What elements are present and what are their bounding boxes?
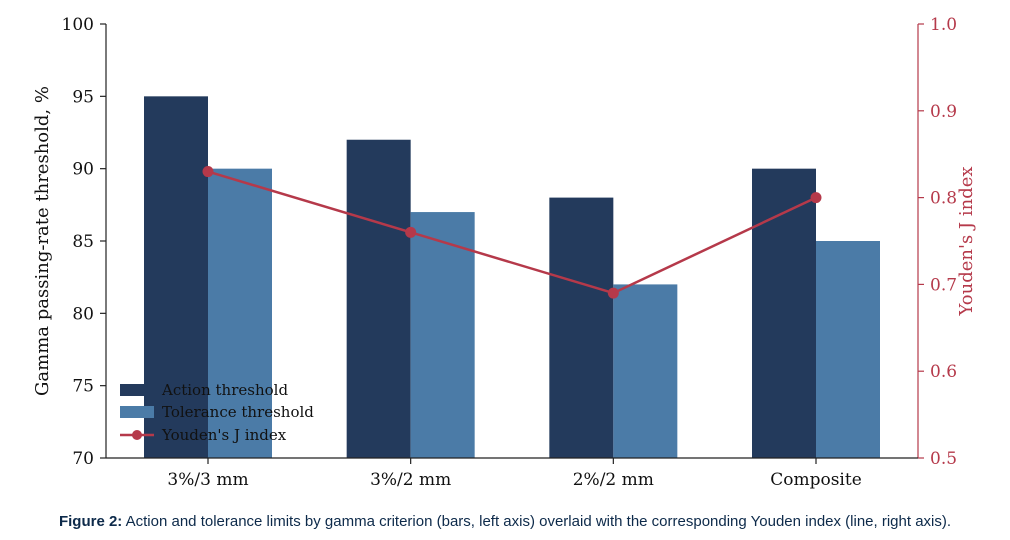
bar-action-0 bbox=[144, 96, 208, 458]
figure-caption-label: Figure 2: bbox=[58, 513, 123, 530]
left-tick-label: 75 bbox=[72, 377, 94, 397]
figure-caption: Figure 2: Action and tolerance limits by… bbox=[0, 513, 1010, 530]
right-axis-ticks: 0.5 0.6 0.7 0.8 0.9 1.0 bbox=[918, 15, 957, 469]
x-axis-ticks: 3%/3 mm 3%/2 mm 2%/2 mm Composite bbox=[167, 458, 862, 490]
bar-action-1 bbox=[346, 139, 411, 458]
right-tick-label: 1.0 bbox=[930, 15, 957, 35]
right-tick-label: 0.9 bbox=[930, 102, 957, 122]
left-tick-label: 100 bbox=[62, 15, 94, 35]
left-tick-label: 90 bbox=[72, 160, 94, 180]
left-tick-label: 95 bbox=[72, 87, 94, 107]
left-tick-label: 80 bbox=[72, 304, 94, 324]
youden-point-3 bbox=[810, 192, 822, 204]
left-axis-ticks: 70 75 80 85 90 95 100 bbox=[62, 15, 106, 469]
left-tick-label: 70 bbox=[72, 449, 94, 469]
bar-action-2 bbox=[549, 197, 614, 458]
legend-label-action: Action threshold bbox=[161, 381, 288, 399]
x-tick-label: 3%/2 mm bbox=[370, 470, 451, 490]
x-tick-label: 2%/2 mm bbox=[573, 470, 654, 490]
chart: 70 75 80 85 90 95 100 0.5 0.6 0.7 0.8 0.9 1.0 3%/3 … bbox=[32, 15, 977, 490]
tolerance-threshold-bars bbox=[208, 168, 880, 458]
youden-line-series bbox=[202, 166, 822, 299]
legend-label-youden: Youden's J index bbox=[161, 426, 287, 444]
bar-tolerance-0 bbox=[208, 168, 272, 458]
legend-swatch-youden-marker bbox=[132, 430, 142, 440]
bar-action-3 bbox=[752, 168, 816, 458]
right-tick-label: 0.8 bbox=[930, 189, 957, 209]
youden-point-2 bbox=[607, 287, 619, 299]
bar-tolerance-1 bbox=[410, 212, 475, 458]
youden-line bbox=[207, 170, 817, 295]
legend-label-tolerance: Tolerance threshold bbox=[162, 403, 314, 421]
y2-axis-title: Youden's J index bbox=[956, 166, 977, 316]
legend-swatch-action bbox=[120, 384, 154, 396]
legend-swatch-tolerance bbox=[120, 406, 154, 418]
youden-point-1 bbox=[405, 226, 417, 238]
legend: Action threshold Tolerance threshold You… bbox=[120, 381, 314, 444]
x-tick-label: Composite bbox=[770, 470, 862, 490]
x-tick-label: 3%/3 mm bbox=[167, 470, 248, 490]
action-threshold-bars bbox=[144, 96, 816, 458]
right-tick-label: 0.7 bbox=[930, 275, 957, 295]
right-tick-label: 0.5 bbox=[930, 449, 957, 469]
y-axis-title: Gamma passing-rate threshold, % bbox=[32, 86, 53, 396]
right-tick-label: 0.6 bbox=[930, 362, 957, 382]
left-tick-label: 85 bbox=[72, 232, 94, 252]
figure-caption-text: Action and tolerance limits by gamma cri… bbox=[122, 513, 952, 530]
bar-tolerance-2 bbox=[613, 284, 678, 458]
youden-point-0 bbox=[202, 166, 214, 178]
bar-tolerance-3 bbox=[816, 241, 880, 458]
